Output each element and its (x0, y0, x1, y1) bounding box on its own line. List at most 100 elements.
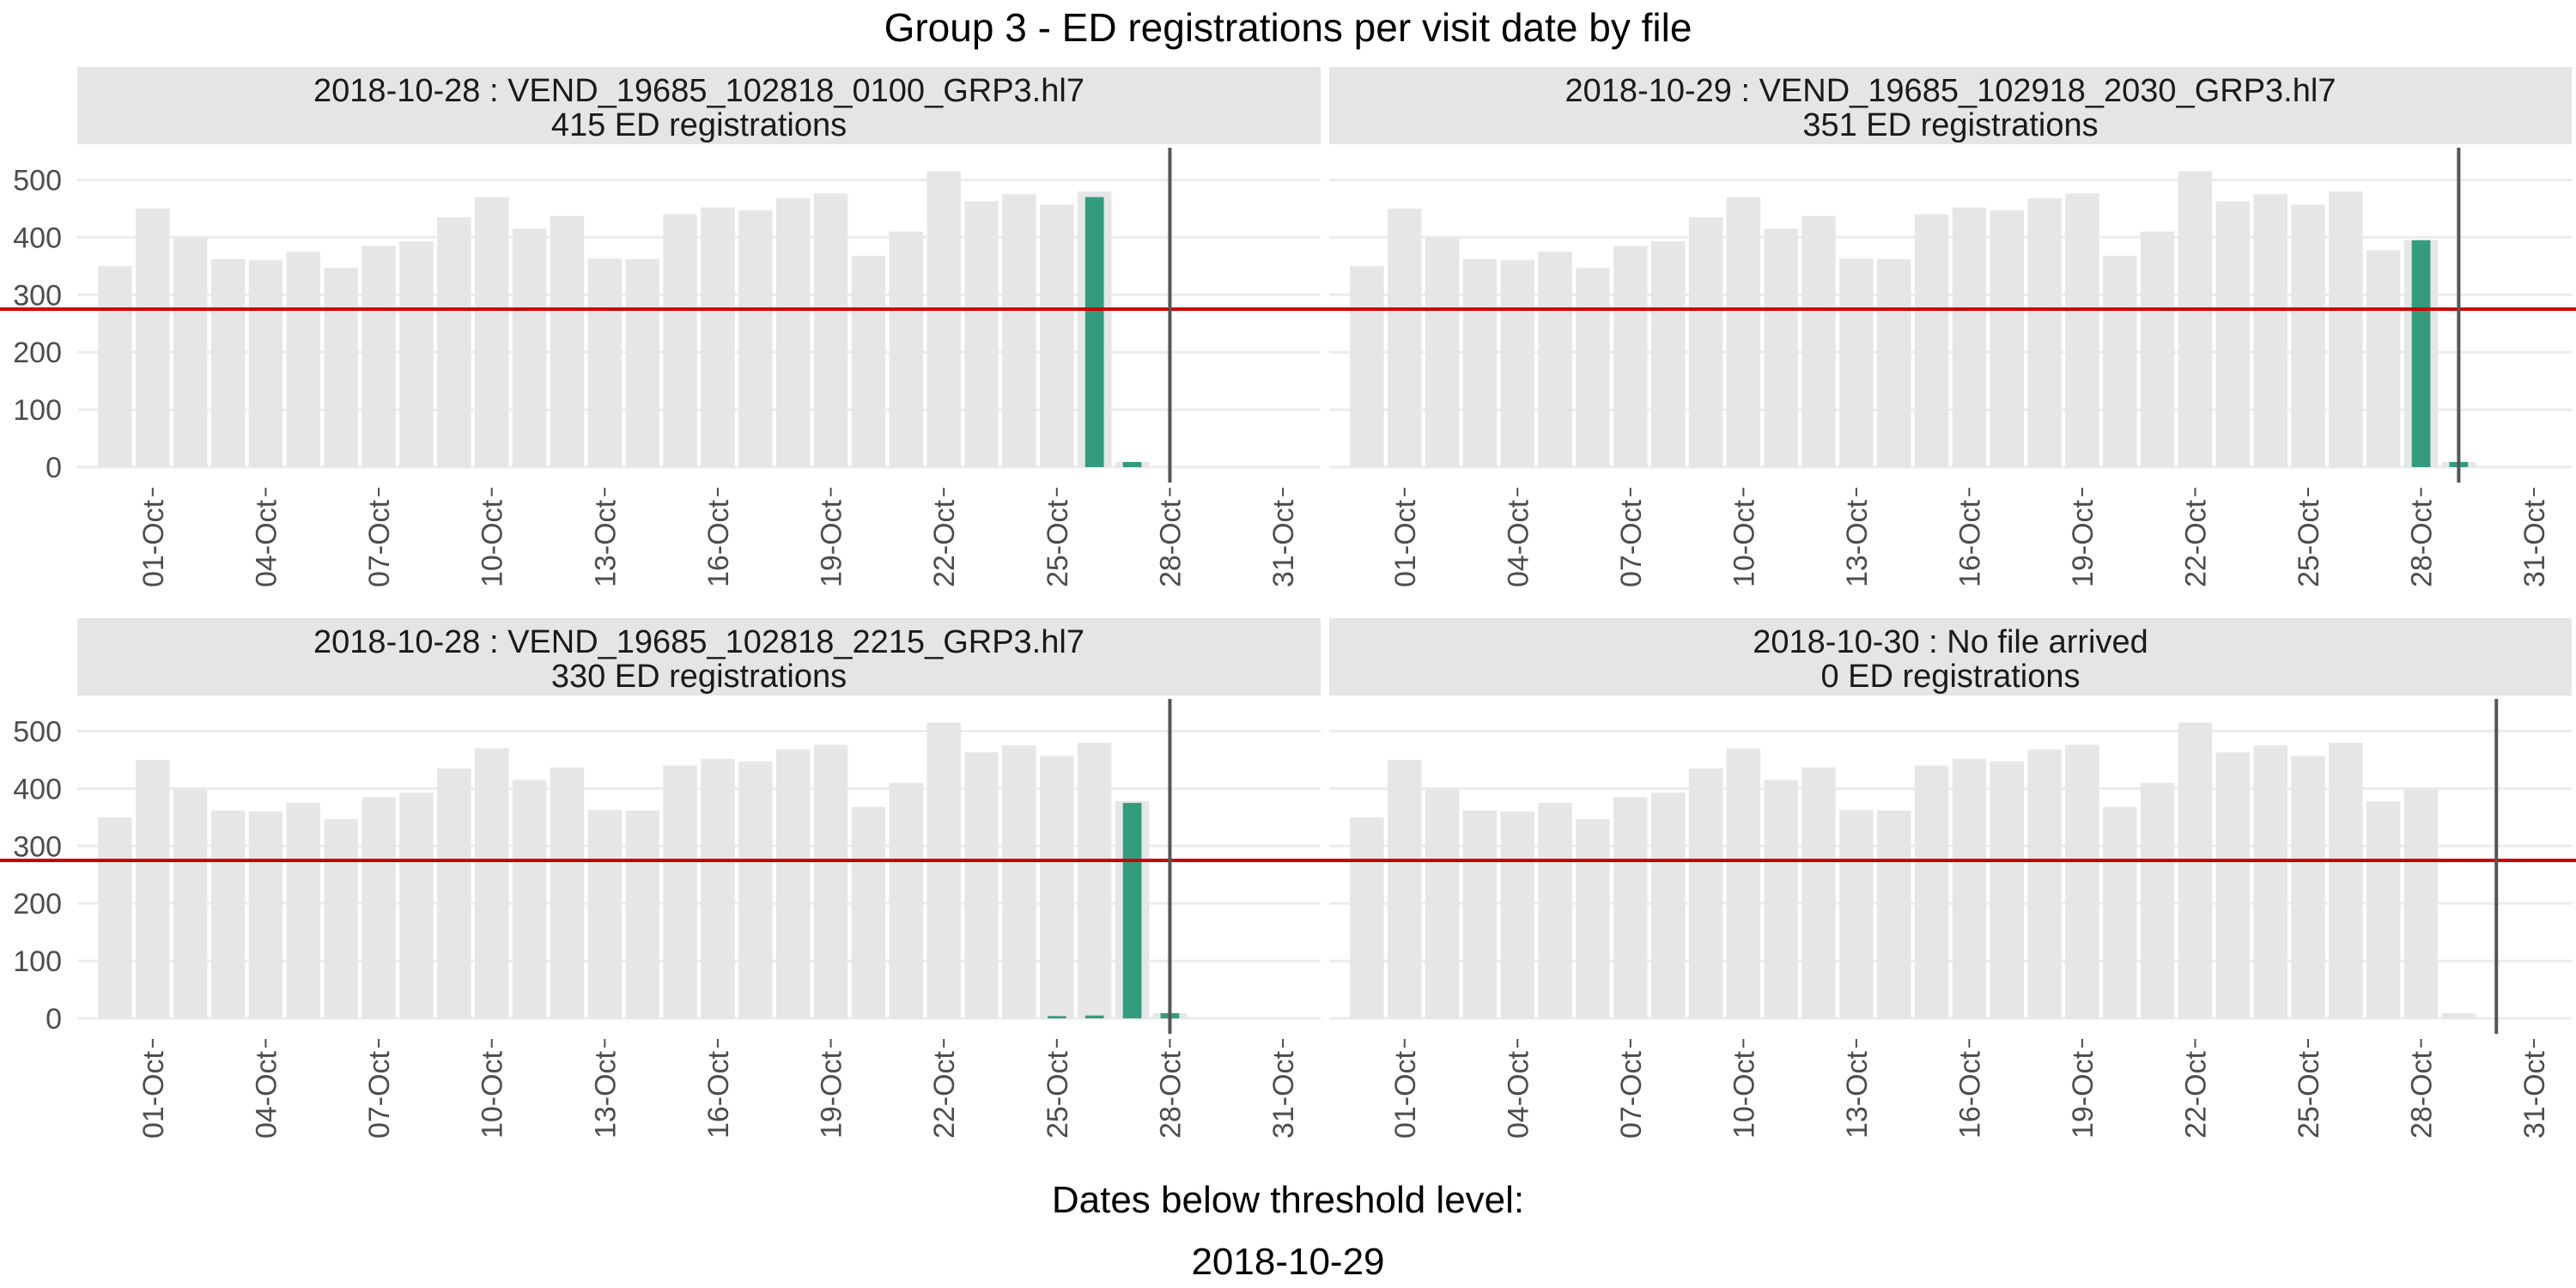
y-tick-label: 200 (13, 337, 62, 369)
x-tick-label: 04-Oct (250, 1050, 283, 1139)
background-bar (1040, 756, 1074, 1018)
background-bar (1839, 810, 1874, 1018)
x-tick-label: 01-Oct (1389, 499, 1422, 587)
background-bar (210, 810, 246, 1018)
background-bar (1726, 197, 1761, 467)
strip-title-line2: 0 ED registrations (1820, 659, 2080, 695)
x-tick-label: 19-Oct (816, 499, 848, 587)
background-bar (1801, 216, 1836, 467)
background-bar (1538, 803, 1572, 1018)
background-bar (1425, 237, 1460, 467)
background-bar (1952, 758, 1987, 1018)
background-bar (587, 258, 623, 467)
background-bar (1613, 246, 1648, 467)
background-bar (1990, 761, 2024, 1018)
background-bar (2215, 201, 2251, 467)
background-bar (889, 782, 924, 1018)
background-bar (1500, 811, 1535, 1018)
x-tick-label: 31-Oct (1267, 1050, 1300, 1139)
background-bar (1688, 768, 1723, 1018)
background-bar (437, 768, 471, 1018)
background-bar (1839, 258, 1874, 467)
background-bar (701, 207, 735, 467)
background-bar (1877, 258, 1911, 467)
y-tick-label: 400 (13, 222, 62, 254)
background-bar (173, 237, 208, 467)
background-bar (437, 216, 471, 468)
x-tick-label: 10-Oct (1728, 1050, 1760, 1139)
background-bar (625, 258, 659, 467)
x-tick-label: 31-Oct (2518, 499, 2551, 587)
background-bar (2215, 752, 2251, 1018)
background-bar (1576, 267, 1610, 467)
background-bar (1425, 788, 1460, 1018)
background-bar (2027, 197, 2062, 467)
x-tick-label: 13-Oct (1841, 1050, 1874, 1139)
background-bar (851, 806, 886, 1018)
background-bar (550, 767, 585, 1018)
background-bar (248, 260, 283, 467)
strip-title-line2: 351 ED registrations (1802, 107, 2098, 143)
background-bar (738, 210, 773, 467)
background-bar (2140, 231, 2175, 467)
x-tick-label: 25-Oct (2293, 499, 2325, 587)
background-bar (474, 197, 509, 467)
x-tick-label: 16-Oct (702, 499, 735, 587)
background-bar (98, 265, 132, 467)
panel-strip (77, 67, 1321, 144)
file-bar (1084, 1015, 1104, 1018)
background-bar (1040, 204, 1074, 467)
background-bar (964, 752, 999, 1018)
background-bar (173, 788, 208, 1018)
background-bar (1914, 214, 1949, 467)
background-bar (361, 797, 396, 1018)
x-tick-label: 07-Oct (1615, 1050, 1648, 1139)
background-bar (1388, 208, 1422, 467)
background-bar (2366, 250, 2401, 467)
background-bar (512, 228, 547, 467)
background-bar (98, 817, 132, 1018)
panel-strip (1329, 67, 2572, 144)
background-bar (248, 811, 283, 1018)
x-tick-label: 01-Oct (137, 499, 170, 587)
x-tick-label: 28-Oct (2406, 1050, 2439, 1139)
background-bar (2178, 171, 2213, 467)
background-bar (663, 765, 697, 1018)
x-tick-label: 04-Oct (250, 499, 283, 587)
background-bar (2065, 744, 2099, 1018)
x-tick-label: 28-Oct (1154, 1050, 1187, 1139)
background-bar (2253, 745, 2287, 1018)
x-tick-label: 31-Oct (2518, 1050, 2551, 1139)
x-tick-label: 16-Oct (702, 1050, 735, 1139)
caption-threshold-dates: 2018-10-29 (1191, 1241, 1384, 1283)
file-bar (1047, 1016, 1066, 1018)
background-bar (1077, 742, 1112, 1018)
background-bar (324, 267, 358, 467)
y-tick-label: 0 (46, 452, 62, 484)
y-tick-label: 0 (46, 1003, 62, 1036)
background-bar (1462, 810, 1498, 1018)
background-bar (889, 231, 924, 467)
background-bar (1801, 767, 1836, 1018)
panel-strip (1329, 618, 2572, 696)
x-tick-label: 13-Oct (1841, 499, 1874, 587)
file-bar (1084, 197, 1104, 467)
x-tick-label: 07-Oct (1615, 499, 1648, 587)
file-bar (1122, 461, 1142, 467)
background-bar (1877, 810, 1911, 1018)
x-tick-label: 04-Oct (1502, 499, 1534, 587)
background-bar (813, 193, 848, 467)
background-bar (1576, 818, 1610, 1018)
x-tick-label: 22-Oct (928, 1050, 961, 1139)
background-bar (738, 761, 773, 1018)
y-tick-label: 500 (13, 715, 62, 748)
caption-threshold-label: Dates below threshold level: (1052, 1179, 1524, 1221)
background-bar (587, 810, 623, 1018)
background-bar (2140, 782, 2175, 1018)
y-tick-label: 300 (13, 830, 62, 863)
background-bar (1002, 745, 1036, 1018)
file-bar (2411, 240, 2431, 467)
x-tick-label: 22-Oct (2179, 1050, 2212, 1139)
strip-title-line2: 415 ED registrations (551, 107, 847, 143)
background-bar (775, 197, 811, 467)
